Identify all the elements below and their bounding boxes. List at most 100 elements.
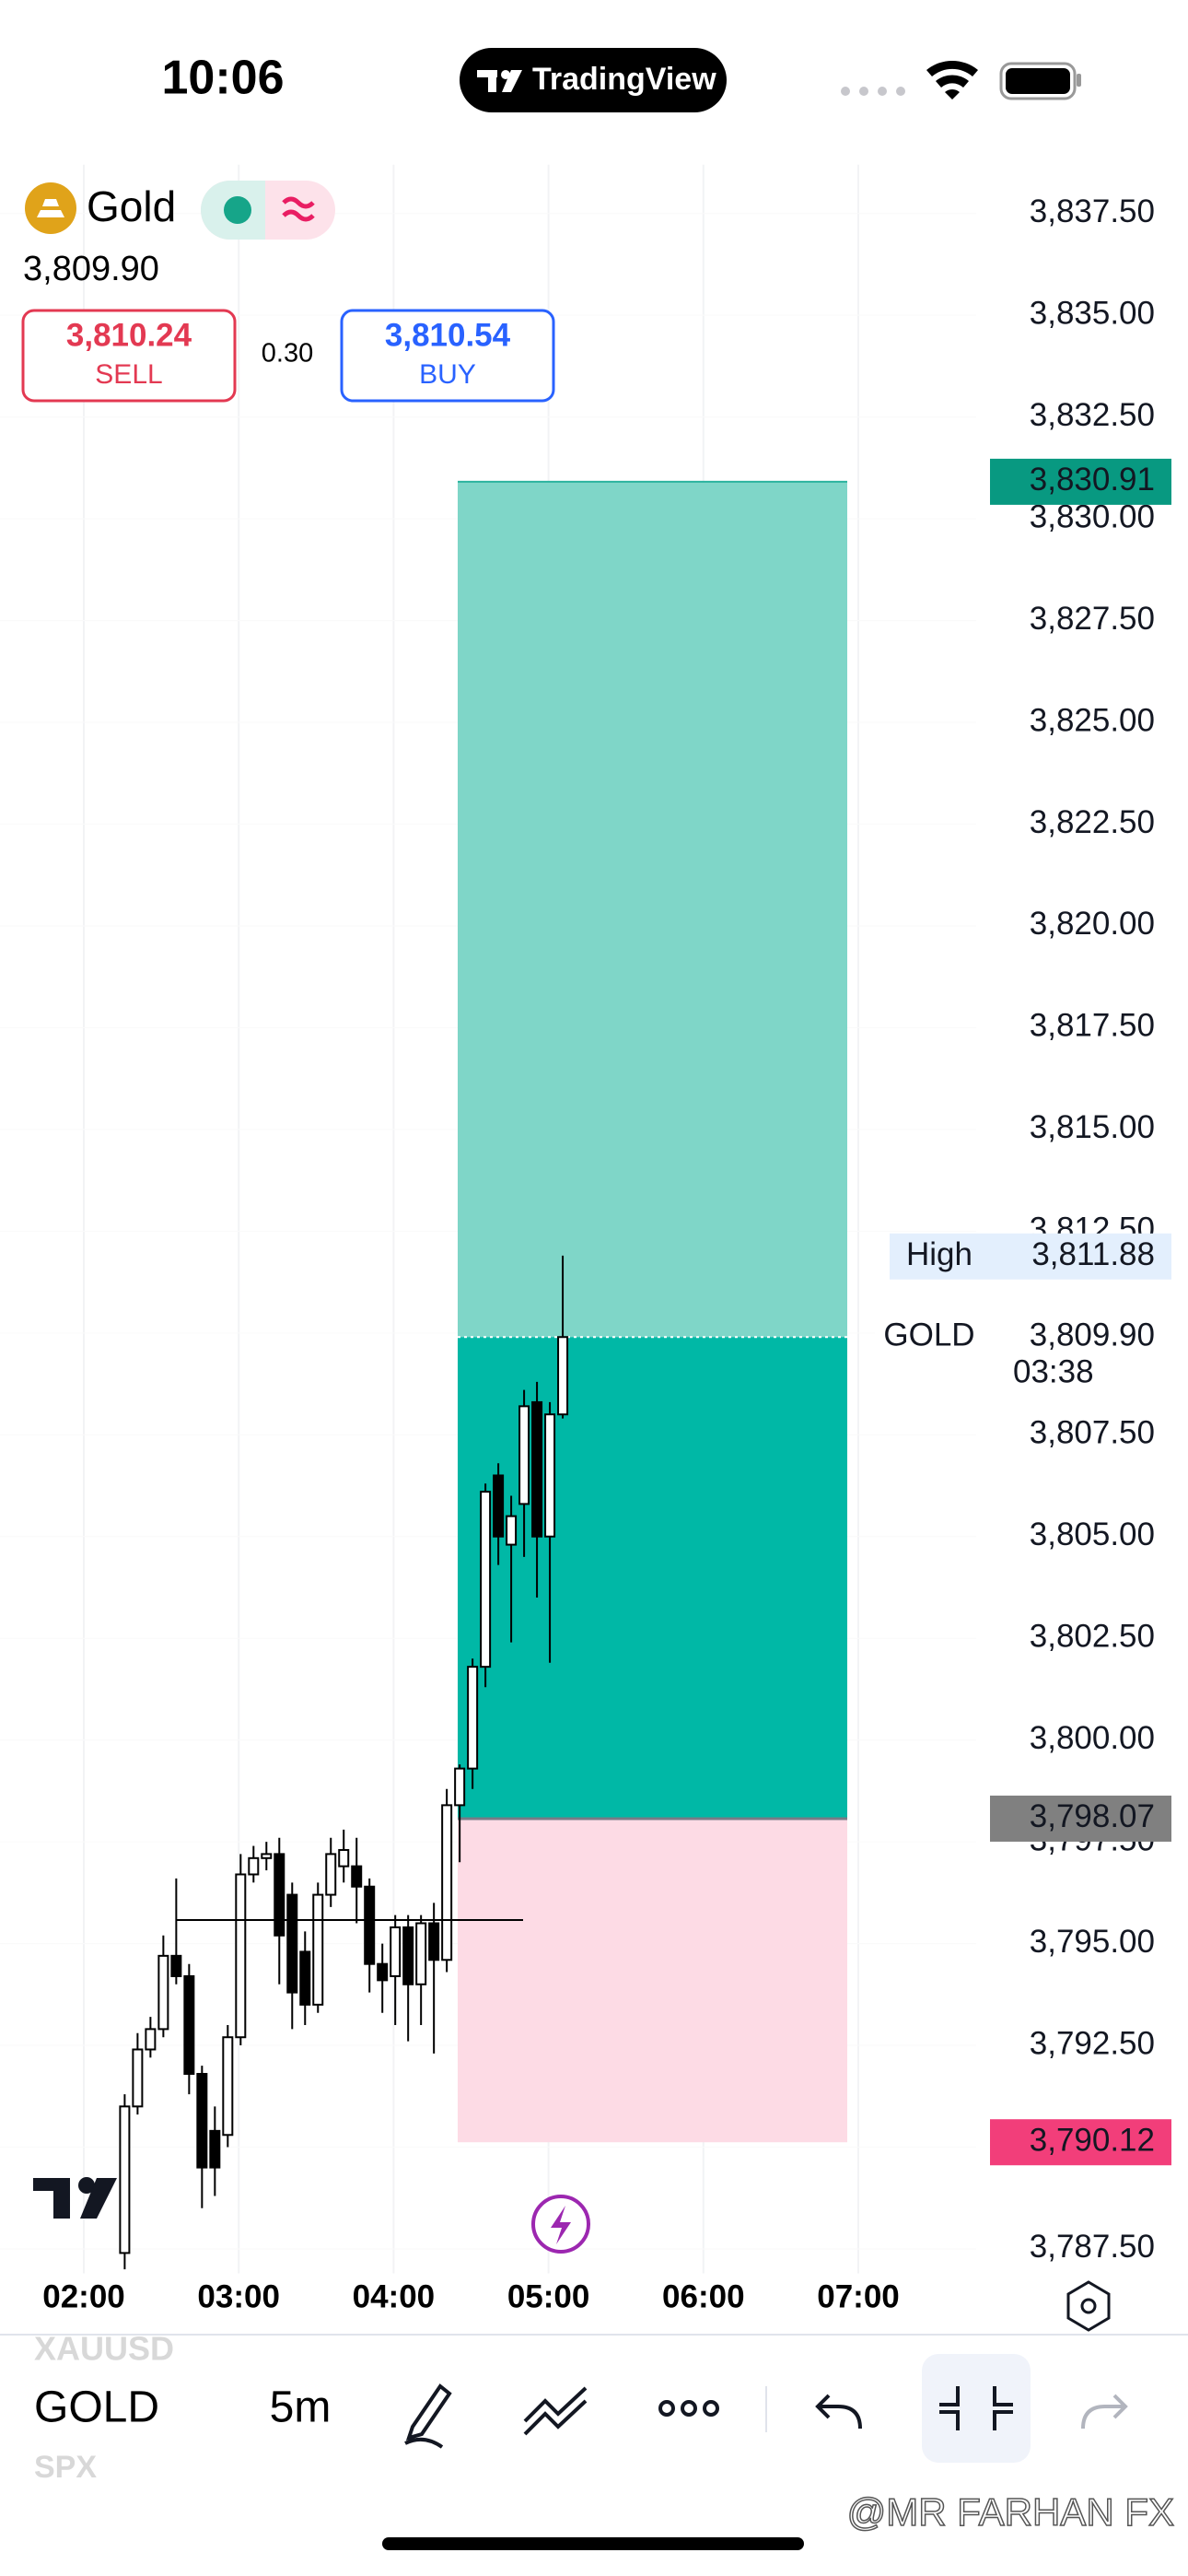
y-tick-label: 3,827.50 <box>1030 601 1155 637</box>
candle-body <box>222 2036 234 2137</box>
y-tick-label: 3,837.50 <box>1030 193 1155 229</box>
undo-button[interactable] <box>815 2394 862 2430</box>
sell-label: SELL <box>95 359 162 390</box>
candle-body <box>338 1848 350 1868</box>
x-tick-label: 06:00 <box>662 2278 745 2314</box>
last-price-bg <box>875 1311 1171 1400</box>
x-tick-label: 05:00 <box>507 2278 590 2314</box>
app-pill <box>460 48 727 112</box>
candle-body <box>557 1336 569 1416</box>
y-tick-label: 3,815.00 <box>1030 1109 1155 1145</box>
candles <box>119 1255 569 2270</box>
y-tick-label: 3,800.00 <box>1030 1720 1155 1756</box>
y-tick-label: 3,805.00 <box>1030 1516 1155 1552</box>
candle-body <box>145 2028 157 2051</box>
candle-body <box>402 1926 414 1985</box>
next-symbol: SPX <box>34 2450 97 2485</box>
target-price-label-bg <box>990 458 1171 505</box>
redo-button[interactable] <box>1081 2394 1128 2430</box>
candle-body <box>170 1954 182 1977</box>
battery-tip <box>1077 74 1081 87</box>
sell-button[interactable] <box>21 309 237 403</box>
buy-price: 3,810.54 <box>385 317 511 353</box>
candle-body <box>454 1767 466 1807</box>
candle-body <box>364 1885 376 1965</box>
tv-logo <box>477 70 522 92</box>
candle-body <box>209 2129 221 2169</box>
delayed-icon <box>282 196 315 222</box>
battery <box>999 62 1077 100</box>
candle-body <box>312 1893 324 2006</box>
candle-body <box>196 2072 208 2169</box>
toolbar-symbol[interactable]: GOLD <box>34 2383 159 2432</box>
more-button[interactable] <box>658 2400 719 2417</box>
candle-body <box>506 1515 518 1546</box>
fullscreen-bg[interactable] <box>922 2354 1031 2463</box>
signal <box>841 87 905 96</box>
last-price: 3,809.90 <box>1030 1317 1155 1352</box>
candle-body <box>132 2048 144 2108</box>
stop-price-label-bg <box>990 2119 1171 2166</box>
candle-body <box>261 1853 273 1859</box>
market-open-dot <box>224 196 251 224</box>
settings-icon-center <box>1080 2298 1097 2314</box>
candle-body <box>286 1893 298 1994</box>
candle-body <box>428 1922 440 1961</box>
previous-symbol: XAUUSD <box>34 2330 174 2368</box>
symbol-price: 3,809.90 <box>23 250 159 288</box>
y-tick-label: 3,807.50 <box>1030 1415 1155 1451</box>
x-tick-label: 02:00 <box>42 2278 125 2314</box>
y-tick-label: 3,822.50 <box>1030 804 1155 840</box>
y-tick-label: 3,802.50 <box>1030 1618 1155 1654</box>
candle-body <box>518 1405 530 1505</box>
profit-zone <box>458 1337 847 1819</box>
stop-price-label: 3,790.12 <box>1030 2122 1155 2158</box>
candle-body <box>377 1962 389 1982</box>
y-tick-label: 3,795.00 <box>1030 1924 1155 1960</box>
candle-body <box>183 1974 195 2075</box>
target-zone <box>458 481 847 1338</box>
countdown: 03:38 <box>1013 1353 1094 1389</box>
symbol-name[interactable]: Gold <box>87 182 176 230</box>
candle-body <box>325 1853 337 1896</box>
trend-tool[interactable] <box>523 2386 588 2436</box>
tv-watermark <box>33 2177 117 2219</box>
y-tick-label: 3,820.00 <box>1030 906 1155 942</box>
candle-body <box>441 1804 453 1961</box>
y-tick-label: 3,792.50 <box>1030 2025 1155 2061</box>
candle-body <box>351 1865 363 1888</box>
app-name: TradingView <box>532 62 716 97</box>
time-axis: 02:00 03:00 04:00 05:00 06:00 07:00 <box>42 2278 900 2314</box>
high-price: 3,811.88 <box>1031 1236 1155 1272</box>
y-tick-label: 3,817.50 <box>1030 1008 1155 1044</box>
x-tick-label: 07:00 <box>817 2278 900 2314</box>
candle-body <box>299 1950 311 2006</box>
candle-body <box>467 1666 479 1770</box>
candle-body <box>390 1926 402 1977</box>
interval[interactable]: 5m <box>270 2383 332 2432</box>
battery-level <box>1006 68 1070 94</box>
candle-body <box>415 1922 427 1985</box>
watermark: @MR FARHAN FX <box>847 2490 1174 2534</box>
wifi <box>926 60 978 100</box>
y-tick-label: 3,787.50 <box>1030 2229 1155 2265</box>
candle-body <box>157 1954 169 2031</box>
buy-button[interactable] <box>340 309 555 403</box>
candle-body <box>544 1413 556 1538</box>
candle-body <box>480 1491 492 1669</box>
sell-price: 3,810.24 <box>66 317 192 353</box>
stop-zone <box>458 1818 847 2143</box>
candle-body <box>248 1856 260 1876</box>
last-price-name: GOLD <box>883 1317 974 1352</box>
home-indicator <box>382 2537 804 2550</box>
settings-icon[interactable] <box>1066 2280 1111 2332</box>
candle-body <box>119 2105 131 2254</box>
status-time: 10:06 <box>162 52 285 105</box>
gold-icon <box>25 182 76 234</box>
candle-body <box>493 1474 505 1538</box>
draw-tool[interactable] <box>404 2383 452 2449</box>
x-tick-label: 04:00 <box>353 2278 436 2314</box>
